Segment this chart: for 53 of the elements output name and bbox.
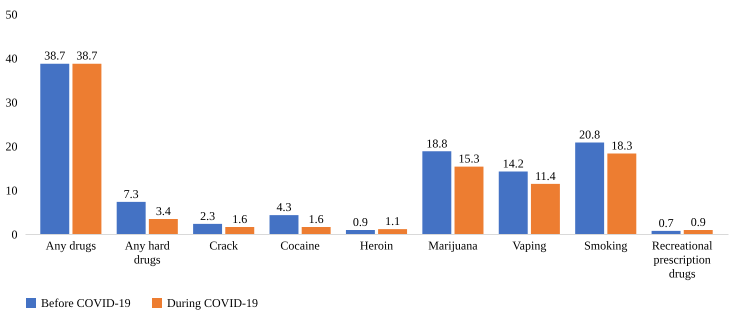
data-label: 14.2 xyxy=(502,156,524,171)
bar xyxy=(607,153,636,234)
y-tick-label: 10 xyxy=(6,184,18,198)
y-tick-label: 30 xyxy=(6,96,18,110)
bar xyxy=(270,215,298,234)
y-tick-label: 20 xyxy=(6,140,18,154)
bar xyxy=(116,202,146,234)
data-label: 20.8 xyxy=(579,127,600,142)
data-label: 1.6 xyxy=(308,212,324,226)
data-label: 18.3 xyxy=(611,138,632,152)
x-tick-label: Crack xyxy=(209,238,238,252)
data-label: 1.6 xyxy=(232,212,248,226)
legend-label: Before COVID-19 xyxy=(41,296,131,310)
bar xyxy=(72,64,102,234)
bar xyxy=(302,226,331,234)
y-tick-label: 40 xyxy=(6,52,18,66)
data-label: 0.9 xyxy=(352,215,368,230)
bar xyxy=(378,229,408,234)
x-tick-label: Smoking xyxy=(584,238,628,252)
bar xyxy=(498,172,528,234)
bar xyxy=(684,230,713,234)
x-tick-label: Marijuana xyxy=(428,238,478,252)
bar xyxy=(148,219,178,234)
bar xyxy=(225,226,254,234)
data-label: 7.3 xyxy=(124,186,139,201)
x-tick-label: Vaping xyxy=(512,238,546,252)
x-tick-label: Any drugs xyxy=(46,238,96,252)
bar xyxy=(530,184,560,234)
legend-label: During COVID-19 xyxy=(167,296,258,310)
bar xyxy=(652,230,681,234)
data-label: 11.4 xyxy=(535,168,556,183)
data-label: 15.3 xyxy=(458,152,480,166)
bar xyxy=(193,224,222,234)
data-label: 38.7 xyxy=(76,48,98,63)
data-label: 0.7 xyxy=(658,216,674,230)
x-tick-label: Recreational prescription drugs xyxy=(652,238,714,280)
bar xyxy=(575,142,604,234)
bar xyxy=(40,64,70,234)
data-label: 2.3 xyxy=(200,208,216,223)
y-tick-label: 0 xyxy=(12,228,18,242)
bar xyxy=(346,230,375,234)
y-tick-label: 50 xyxy=(6,8,18,22)
data-label: 1.1 xyxy=(385,214,400,228)
x-tick-label: Any hard drugs xyxy=(124,238,170,266)
data-label: 38.7 xyxy=(44,48,66,63)
data-label: 3.4 xyxy=(156,204,171,218)
bar xyxy=(454,166,484,234)
data-label: 4.3 xyxy=(276,200,292,214)
bar xyxy=(422,151,452,234)
x-tick-label: Heroin xyxy=(360,238,394,252)
data-label: 18.8 xyxy=(426,136,448,150)
data-label: 0.9 xyxy=(690,215,706,230)
x-tick-label: Cocaine xyxy=(280,238,320,252)
